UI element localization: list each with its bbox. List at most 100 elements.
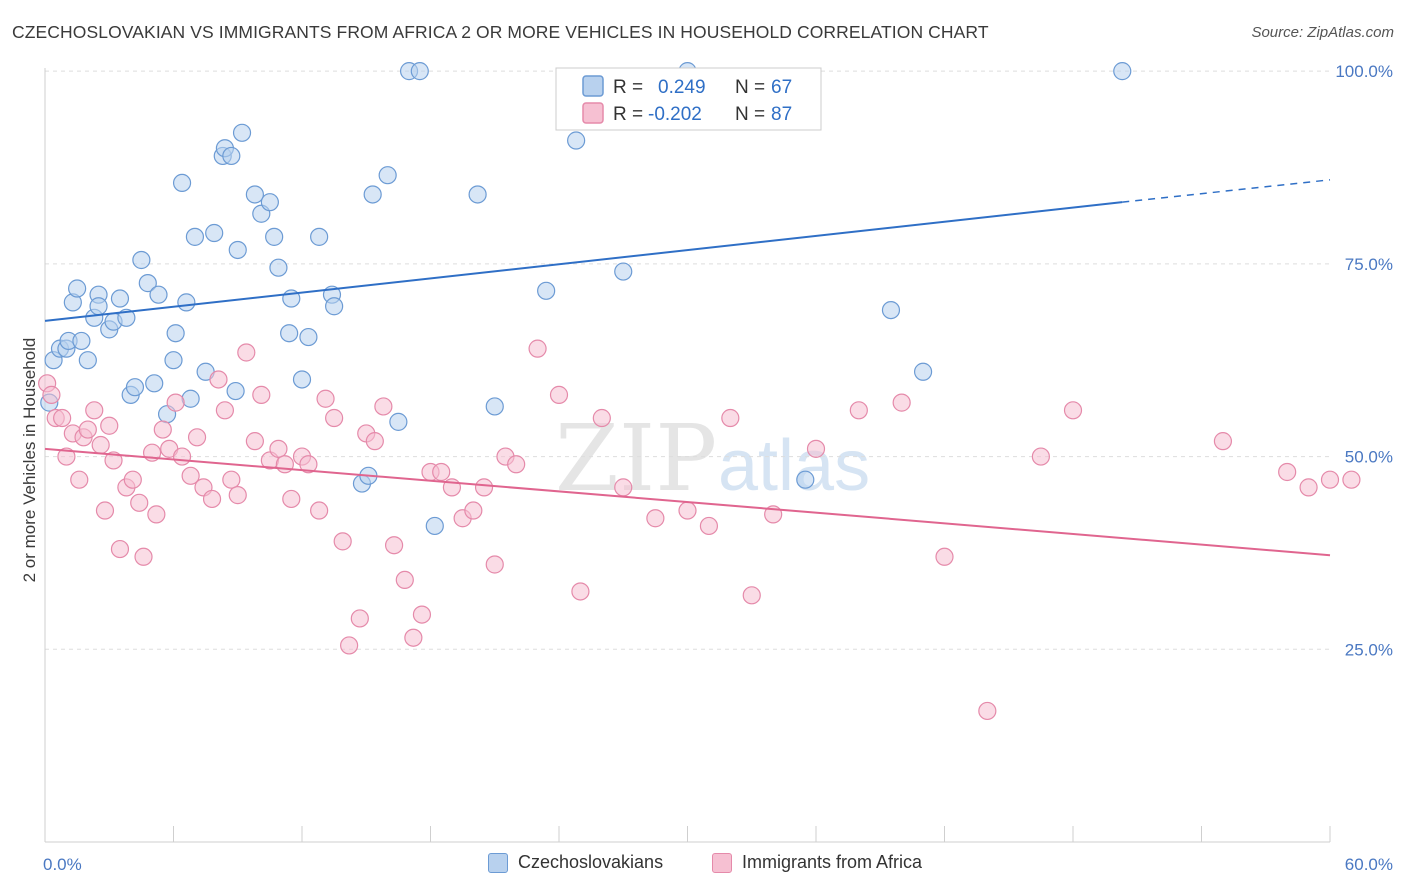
data-point: [228, 486, 247, 505]
data-point: [537, 281, 556, 300]
data-point: [292, 370, 312, 389]
data-point: [130, 493, 149, 512]
data-point: [721, 408, 740, 428]
data-point: [95, 501, 115, 520]
data-point: [134, 547, 153, 566]
data-point: [395, 570, 414, 590]
data-point: [310, 227, 329, 246]
data-point: [1299, 478, 1318, 497]
data-point: [678, 501, 697, 520]
data-point: [1063, 401, 1083, 420]
data-point: [549, 385, 569, 404]
data-point: [325, 408, 344, 428]
trend-line-immigrants-from-africa: [44, 447, 1331, 557]
x-tick-label: 60.0%: [1345, 855, 1393, 874]
data-point: [205, 223, 224, 243]
stats-r-value-pink: -0.202: [648, 104, 702, 125]
data-point: [42, 385, 61, 404]
data-point: [350, 609, 369, 628]
data-point: [68, 279, 87, 298]
stats-r-value-blue: 0.249: [658, 77, 706, 98]
data-point: [849, 401, 868, 420]
data-point: [132, 250, 151, 270]
data-point: [275, 455, 294, 474]
data-point: [1342, 470, 1361, 489]
data-point: [181, 466, 200, 485]
y-tick-label: 50.0%: [1345, 448, 1393, 467]
data-point: [365, 432, 384, 451]
data-point: [260, 193, 279, 212]
data-point: [567, 131, 586, 150]
data-point: [571, 582, 590, 601]
data-point: [325, 297, 344, 316]
legend-swatch-pink: [712, 852, 732, 873]
data-point: [432, 462, 451, 482]
legend-label-czechoslovakians: Czechoslovakians: [518, 852, 664, 872]
data-point: [412, 605, 432, 624]
data-point: [299, 455, 318, 474]
data-point: [742, 586, 761, 605]
data-point: [177, 293, 196, 312]
data-point: [166, 393, 185, 412]
data-point: [166, 324, 185, 343]
data-point: [299, 327, 318, 347]
stats-swatch-blue: [582, 75, 604, 97]
data-point: [282, 489, 301, 509]
data-point: [507, 455, 526, 474]
data-point: [592, 408, 611, 428]
data-point: [935, 547, 954, 566]
data-point: [149, 285, 168, 304]
data-point: [389, 412, 408, 431]
stats-n-value-blue: 67: [771, 77, 792, 98]
data-point: [614, 478, 633, 497]
watermark-zip: ZIP: [555, 405, 717, 512]
data-point: [404, 628, 423, 647]
data-point: [646, 509, 665, 528]
data-point: [410, 62, 429, 81]
data-point: [245, 185, 264, 204]
legend-item-immigrants-from-africa: Immigrants from Africa: [712, 852, 922, 873]
stats-swatch-pink: [582, 102, 604, 124]
stats-n-label-blue: N =: [735, 77, 765, 98]
trend-line-czechoslovakians-extension: [1122, 179, 1331, 203]
data-point: [378, 166, 397, 185]
data-point: [187, 428, 207, 447]
data-point: [269, 439, 288, 458]
data-point: [172, 173, 192, 193]
data-point: [78, 420, 97, 439]
axes: [44, 68, 1331, 843]
data-point: [110, 289, 130, 308]
data-point: [892, 393, 911, 412]
data-point: [913, 362, 933, 381]
data-point: [881, 300, 901, 320]
data-point: [1031, 447, 1050, 466]
data-point: [145, 374, 164, 393]
data-point: [265, 227, 284, 246]
data-point: [1213, 432, 1233, 451]
chart-source: Source: ZipAtlas.com: [1251, 24, 1394, 41]
y-tick-label: 25.0%: [1345, 640, 1393, 659]
legend-item-czechoslovakians: Czechoslovakians: [488, 852, 663, 873]
trend-lines: [44, 179, 1331, 557]
data-point: [72, 331, 91, 351]
stats-n-value-pink: 87: [771, 104, 792, 125]
data-point: [91, 435, 110, 455]
data-point: [245, 432, 264, 451]
data-point: [172, 447, 192, 466]
data-point: [474, 478, 494, 497]
data-point: [425, 516, 444, 536]
data-point: [374, 397, 393, 416]
data-point: [110, 539, 130, 559]
data-point: [699, 516, 719, 536]
data-point: [363, 185, 382, 204]
data-point: [53, 408, 72, 428]
data-point: [237, 343, 256, 362]
data-point: [164, 351, 183, 370]
data-point: [153, 420, 172, 439]
data-point: [384, 536, 404, 555]
data-point: [228, 240, 247, 260]
data-point: [185, 227, 205, 246]
data-point: [310, 501, 329, 520]
data-point: [100, 416, 119, 435]
data-point: [215, 401, 234, 420]
